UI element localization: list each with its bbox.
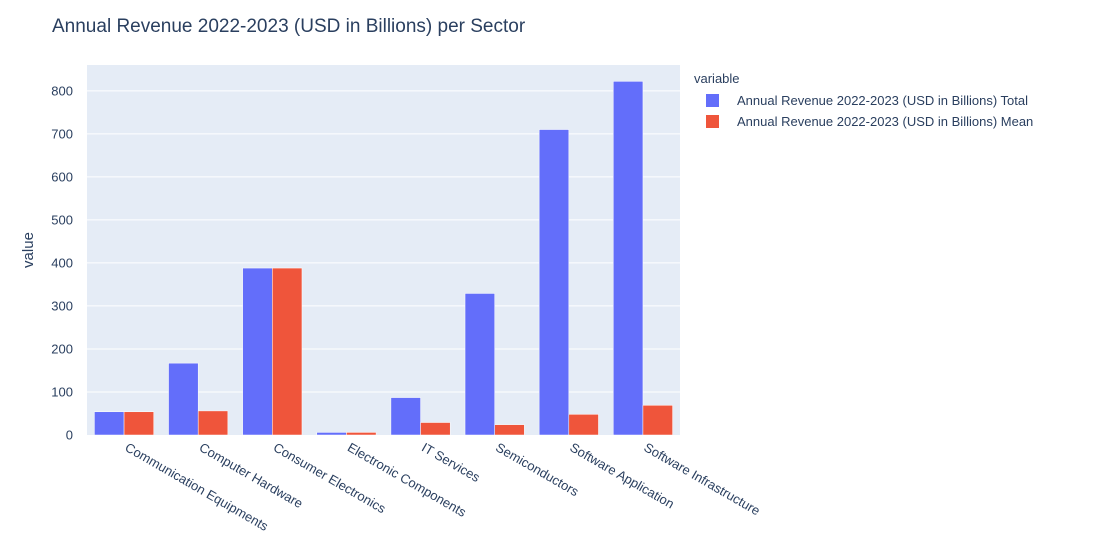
legend-title: variable <box>694 71 740 86</box>
y-tick-label: 800 <box>51 83 73 98</box>
bar[interactable] <box>316 432 347 436</box>
bar[interactable] <box>168 362 199 436</box>
legend[interactable]: variable Annual Revenue 2022-2023 (USD i… <box>694 71 1033 129</box>
y-tick-label: 200 <box>51 341 73 356</box>
bar[interactable] <box>494 424 525 436</box>
y-tick-label: 600 <box>51 169 73 184</box>
bar[interactable] <box>94 411 125 436</box>
bar[interactable] <box>346 432 377 436</box>
y-tick-label: 100 <box>51 384 73 399</box>
bar[interactable] <box>642 405 673 436</box>
legend-swatch[interactable] <box>706 115 719 128</box>
bar[interactable] <box>123 411 154 436</box>
chart-title: Annual Revenue 2022-2023 (USD in Billion… <box>52 16 526 37</box>
y-tick-label: 400 <box>51 255 73 270</box>
x-tick-label: Software Infrastructure <box>641 440 762 519</box>
legend-item-label[interactable]: Annual Revenue 2022-2023 (USD in Billion… <box>737 93 1028 108</box>
bar[interactable] <box>464 293 495 436</box>
bar[interactable] <box>197 410 229 436</box>
bar[interactable] <box>420 422 451 436</box>
y-tick-label: 300 <box>51 298 73 313</box>
legend-item-label[interactable]: Annual Revenue 2022-2023 (USD in Billion… <box>737 114 1033 129</box>
bar[interactable] <box>568 414 599 436</box>
bar[interactable] <box>538 129 570 436</box>
y-axis-ticks: 0 100 200 300 400 500 600 700 800 <box>51 83 73 442</box>
y-tick-label: 0 <box>66 428 73 443</box>
y-tick-label: 500 <box>51 212 73 227</box>
bar[interactable] <box>613 81 644 436</box>
x-tick-label: IT Services <box>419 440 483 486</box>
y-tick-label: 700 <box>51 126 73 141</box>
bars <box>94 81 673 436</box>
bar[interactable] <box>390 397 421 436</box>
bar[interactable] <box>272 267 303 436</box>
legend-swatch[interactable] <box>706 94 719 107</box>
x-tick-label: Electronic Components <box>345 440 469 520</box>
y-axis-label: value <box>20 232 37 268</box>
bar[interactable] <box>242 267 273 436</box>
x-tick-label: Communication Equipments <box>123 440 272 535</box>
